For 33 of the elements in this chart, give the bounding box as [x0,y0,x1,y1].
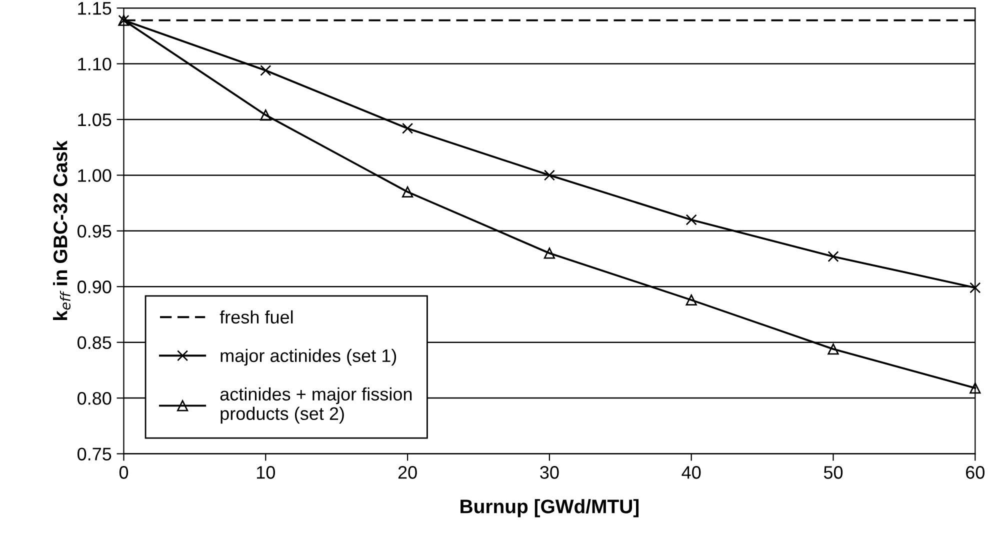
x-tick-label: 50 [824,466,843,479]
x-tick-label: 20 [398,466,417,479]
y-tick-label: 1.10 [78,58,112,70]
y-axis-title: k$_{eff}$ in GBC-32 Cask [53,140,70,320]
y-tick-label: 0.85 [78,336,112,350]
y-tick-label: 0.75 [78,448,112,460]
y-tick-label: 1.05 [78,113,112,126]
point [828,343,839,355]
point [828,250,839,262]
y-tick-label: 1.00 [78,169,112,182]
legend-label: actinides + major fission products (set 2) [220,387,412,424]
point [544,248,556,259]
point [260,109,272,121]
y-tick-label: 0.90 [78,280,112,294]
point [544,170,556,181]
x-tick-label: 10 [256,466,275,479]
legend-label: fresh fuel [220,310,293,324]
point [970,382,981,394]
y-tick-label: 0.95 [78,224,112,238]
x-tick-label: 30 [540,466,559,479]
x-tick-label: 40 [682,466,701,479]
point [402,186,414,198]
point [260,64,272,76]
y-tick-label: 0.80 [78,392,112,405]
x-tick-label: 0 [119,466,128,479]
point [970,282,981,294]
y-tick-label: 1.15 [78,2,112,15]
point [686,294,697,306]
x-tick-label: 60 [966,466,984,479]
point [402,122,414,134]
x-axis-title: Burnup [GWd/MTU] [460,499,639,518]
legend-label: major actinides (set 1) [220,348,396,366]
point [686,214,697,226]
